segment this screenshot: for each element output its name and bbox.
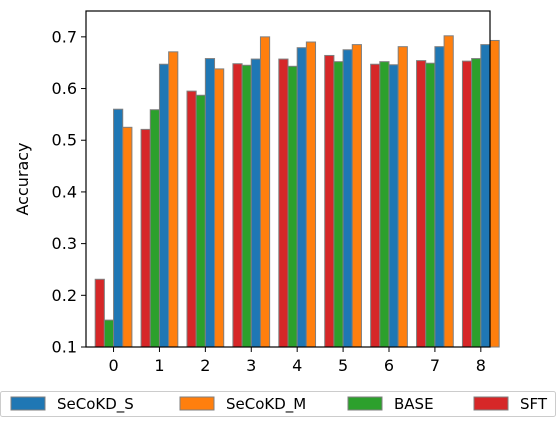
bar-secokd-m-7 <box>443 35 454 348</box>
bar-secokd-m-2 <box>214 68 225 348</box>
bar-secokd-m-1 <box>168 51 179 348</box>
x-tick-label: 4 <box>292 356 302 375</box>
bar-base-3 <box>241 64 252 348</box>
bar-secokd-s-4 <box>296 47 307 348</box>
bar-sft-8 <box>461 60 473 348</box>
bar-sft-7 <box>416 60 427 348</box>
bar-secokd-m-3 <box>259 36 271 348</box>
y-tick-label: 0.2 <box>52 286 77 305</box>
y-tick-label: 0.4 <box>52 182 77 201</box>
bar-secokd-s-7 <box>434 46 445 348</box>
y-tick-label: 0.1 <box>52 338 77 357</box>
legend-label-secokd-s: SeCoKD_S <box>57 395 134 414</box>
legend-swatch-secokd-m <box>179 396 215 411</box>
bar-sft-0 <box>94 278 105 348</box>
bar-secokd-s-3 <box>250 58 261 348</box>
x-tick-label: 7 <box>430 356 440 375</box>
bar-sft-2 <box>186 90 197 348</box>
x-tick-label: 6 <box>384 356 394 375</box>
bar-secokd-m-6 <box>397 46 408 348</box>
x-tick-label: 5 <box>338 356 348 375</box>
bar-secokd-s-2 <box>204 58 216 348</box>
bar-sft-5 <box>324 54 335 348</box>
bar-secokd-s-5 <box>342 49 353 348</box>
bar-sft-6 <box>370 63 381 348</box>
legend-swatch-secokd-s <box>10 396 46 411</box>
bar-sft-4 <box>278 58 289 348</box>
x-tick-label: 8 <box>476 356 486 375</box>
legend-label-sft: SFT <box>520 395 548 413</box>
bar-secokd-m-0 <box>122 126 133 348</box>
y-tick-label: 0.3 <box>52 234 77 253</box>
y-tick-label: 0.6 <box>52 79 77 98</box>
legend-swatch-sft <box>473 396 509 411</box>
bar-base-8 <box>471 58 482 348</box>
y-axis-label: Accuracy <box>13 142 32 215</box>
legend-label-secokd-m: SeCoKD_M <box>226 395 306 414</box>
bar-base-6 <box>379 61 390 348</box>
bars-layer <box>94 35 500 348</box>
bar-base-0 <box>103 319 115 348</box>
bar-base-5 <box>333 61 344 348</box>
x-tick-label: 0 <box>108 356 118 375</box>
legend-swatch-base <box>347 396 383 411</box>
legend-label-base: BASE <box>394 395 434 413</box>
bar-base-4 <box>287 65 298 348</box>
bar-base-1 <box>149 109 160 348</box>
bar-secokd-m-8 <box>489 39 500 348</box>
bar-secokd-s-0 <box>113 108 124 348</box>
x-tick-label: 3 <box>246 356 256 375</box>
bar-secokd-m-5 <box>351 44 362 348</box>
bar-secokd-s-6 <box>388 64 399 348</box>
bar-sft-3 <box>232 63 243 348</box>
plot-frame <box>85 10 491 348</box>
bar-secokd-s-8 <box>480 44 491 348</box>
axes-layer: 0.1 0.2 0.3 0.4 0.5 0.6 0.7 0 1 2 3 4 5 6 7 8 Accuracy <box>13 10 491 375</box>
bar-secokd-s-1 <box>158 63 170 348</box>
legend: SeCoKD_S SeCoKD_M BASE SFT <box>0 391 556 417</box>
bar-base-7 <box>425 62 436 348</box>
y-tick-label: 0.7 <box>52 27 77 46</box>
x-tick-label: 1 <box>154 356 164 375</box>
bar-sft-1 <box>140 128 151 348</box>
bar-base-2 <box>195 94 206 348</box>
bar-secokd-m-4 <box>305 41 317 348</box>
y-tick-label: 0.5 <box>52 131 77 150</box>
x-tick-label: 2 <box>200 356 210 375</box>
